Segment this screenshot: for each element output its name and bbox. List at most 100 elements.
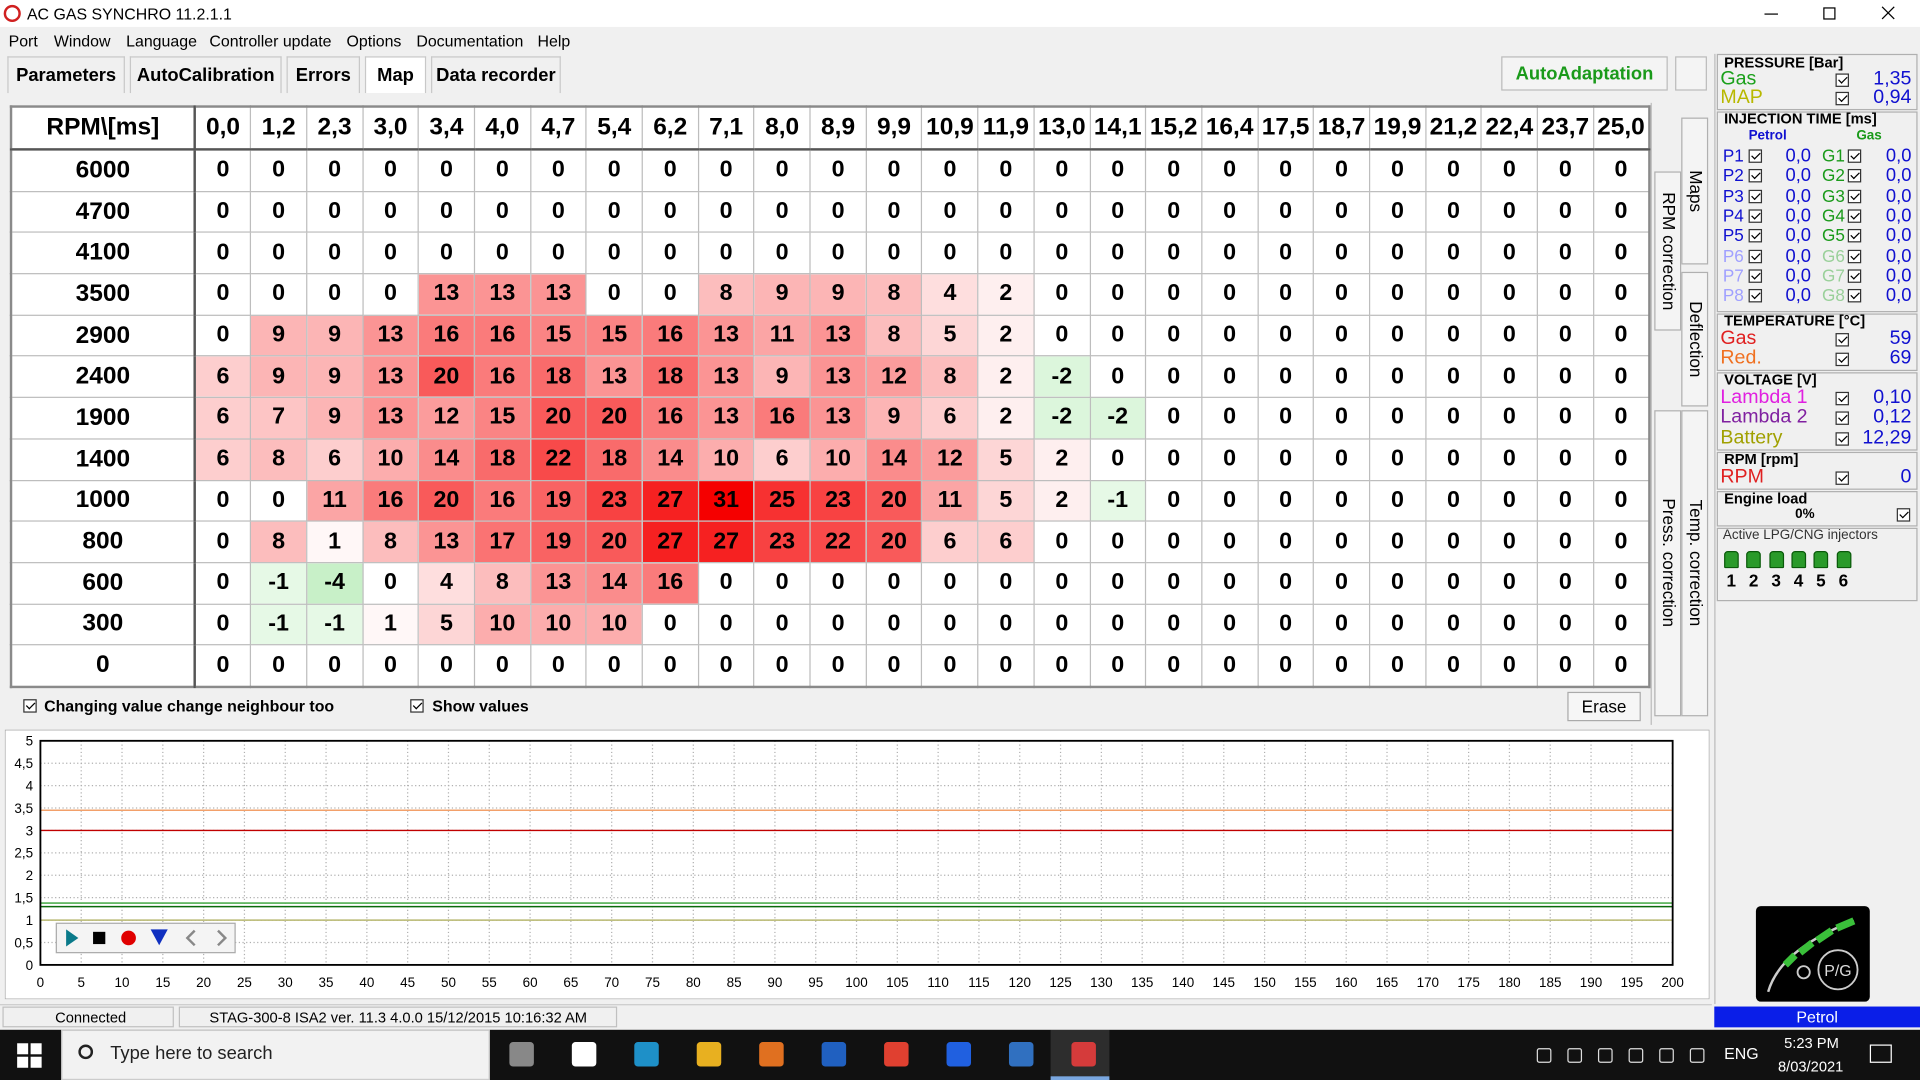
checkbox[interactable] <box>1748 169 1763 183</box>
map-cell[interactable]: 9 <box>305 396 364 440</box>
map-cell[interactable]: 0 <box>1312 603 1371 646</box>
next-button[interactable] <box>217 929 228 947</box>
checkbox[interactable] <box>1835 431 1849 446</box>
map-cell[interactable]: 0 <box>417 644 476 688</box>
map-cell[interactable]: 0 <box>361 231 420 275</box>
map-cell[interactable]: 0 <box>1480 355 1538 399</box>
map-cell[interactable]: 0 <box>1592 396 1650 440</box>
map-cell[interactable]: 6 <box>194 355 252 399</box>
map-cell[interactable]: -2 <box>1033 355 1091 399</box>
map-cell[interactable]: 0 <box>1033 644 1091 688</box>
map-cell[interactable]: 0 <box>1592 273 1650 316</box>
map-cell[interactable]: 0 <box>865 561 923 605</box>
map-cell[interactable]: 0 <box>921 231 979 275</box>
map-cell[interactable]: 0 <box>1201 314 1259 357</box>
map-cell[interactable]: 0 <box>1480 190 1538 234</box>
map-cell[interactable]: 4 <box>417 561 476 605</box>
map-cell[interactable]: -4 <box>305 561 364 605</box>
map-cell[interactable]: 0 <box>473 190 531 234</box>
checkbox[interactable] <box>1847 249 1862 263</box>
map-cell[interactable]: 0 <box>194 561 252 605</box>
map-cell[interactable]: 12 <box>865 355 923 399</box>
map-cell[interactable]: 0 <box>1201 603 1259 646</box>
map-cell[interactable]: 16 <box>641 396 699 440</box>
map-cell[interactable]: 20 <box>417 479 476 522</box>
map-cell[interactable]: 0 <box>1424 438 1483 481</box>
menu-item[interactable]: Window <box>53 31 111 51</box>
checkbox[interactable] <box>1847 289 1862 303</box>
map-cell[interactable]: 0 <box>194 644 252 688</box>
map-cell[interactable]: 0 <box>1536 396 1594 440</box>
taskbar-app[interactable] <box>884 1042 909 1067</box>
search-box[interactable] <box>61 1029 490 1080</box>
menu-item[interactable]: Controller update <box>209 31 332 51</box>
tab[interactable]: AutoCalibration <box>129 56 282 94</box>
map-cell[interactable]: 0 <box>529 190 587 234</box>
map-cell[interactable]: 0 <box>1536 520 1594 564</box>
map-cell[interactable]: 0 <box>1145 231 1203 275</box>
map-cell[interactable]: 13 <box>809 355 867 399</box>
minimize-button[interactable] <box>1764 13 1778 15</box>
map-cell[interactable]: 0 <box>194 231 252 275</box>
map-cell[interactable]: 0 <box>1368 396 1427 440</box>
map-cell[interactable]: 0 <box>1312 314 1371 357</box>
menu-item[interactable]: Options <box>346 31 402 51</box>
map-cell[interactable]: 14 <box>865 438 923 481</box>
taskbar-app[interactable] <box>1071 1042 1096 1067</box>
map-cell[interactable]: 13 <box>697 396 755 440</box>
map-cell[interactable]: 0 <box>1368 273 1427 316</box>
map-cell[interactable]: 0 <box>305 273 364 316</box>
map-cell[interactable]: 9 <box>250 314 308 357</box>
map-cell[interactable]: 0 <box>250 479 308 522</box>
map-cell[interactable]: 9 <box>250 355 308 399</box>
map-cell[interactable]: 0 <box>194 520 252 564</box>
map-cell[interactable]: 9 <box>305 355 364 399</box>
map-cell[interactable]: 0 <box>1089 644 1147 688</box>
map-cell[interactable]: 5 <box>977 479 1035 522</box>
map-cell[interactable]: 15 <box>529 314 587 357</box>
map-cell[interactable]: 0 <box>641 231 699 275</box>
map-cell[interactable]: 13 <box>585 355 643 399</box>
map-cell[interactable]: 0 <box>1592 314 1650 357</box>
map-cell[interactable]: 0 <box>1480 479 1538 522</box>
map-cell[interactable]: 0 <box>1033 520 1091 564</box>
map-cell[interactable]: 0 <box>1201 273 1259 316</box>
checkbox[interactable] <box>1847 209 1862 223</box>
map-cell[interactable]: 0 <box>1536 355 1594 399</box>
map-cell[interactable]: 6 <box>194 438 252 481</box>
map-cell[interactable]: 0 <box>1368 520 1427 564</box>
map-cell[interactable]: 0 <box>1145 148 1203 192</box>
map-cell[interactable]: 0 <box>194 148 252 192</box>
map-cell[interactable]: 0 <box>1536 190 1594 234</box>
map-cell[interactable]: 15 <box>473 396 531 440</box>
map-cell[interactable]: 0 <box>1033 231 1091 275</box>
filter-button[interactable] <box>150 929 168 946</box>
taskbar-app[interactable] <box>696 1042 722 1067</box>
menu-item[interactable]: Help <box>537 31 571 51</box>
map-cell[interactable]: 18 <box>529 355 587 399</box>
map-cell[interactable]: 0 <box>865 231 923 275</box>
map-cell[interactable]: 0 <box>809 561 867 605</box>
map-cell[interactable]: 0 <box>1145 438 1203 481</box>
map-cell[interactable]: 9 <box>305 314 364 357</box>
close-button[interactable] <box>1880 5 1897 22</box>
map-cell[interactable]: 19 <box>529 520 587 564</box>
map-cell[interactable]: 10 <box>473 603 531 646</box>
record-button[interactable] <box>121 930 136 946</box>
map-cell[interactable]: 23 <box>753 520 811 564</box>
map-cell[interactable]: 0 <box>1201 396 1259 440</box>
map-cell[interactable]: 0 <box>1536 479 1594 522</box>
autoadaptation-button[interactable]: AutoAdaptation <box>1501 56 1668 91</box>
map-cell[interactable]: 0 <box>1312 561 1371 605</box>
map-cell[interactable]: 13 <box>809 314 867 357</box>
map-cell[interactable]: 13 <box>473 273 531 316</box>
side-tab[interactable]: RPM correction <box>1654 171 1682 331</box>
map-cell[interactable]: 0 <box>1368 561 1427 605</box>
map-cell[interactable]: 0 <box>1257 603 1315 646</box>
map-cell[interactable]: 0 <box>194 273 252 316</box>
map-cell[interactable]: 0 <box>250 148 308 192</box>
start-button[interactable] <box>17 1043 42 1068</box>
map-cell[interactable]: 0 <box>1368 231 1427 275</box>
map-cell[interactable]: 10 <box>809 438 867 481</box>
map-cell[interactable]: 22 <box>809 520 867 564</box>
